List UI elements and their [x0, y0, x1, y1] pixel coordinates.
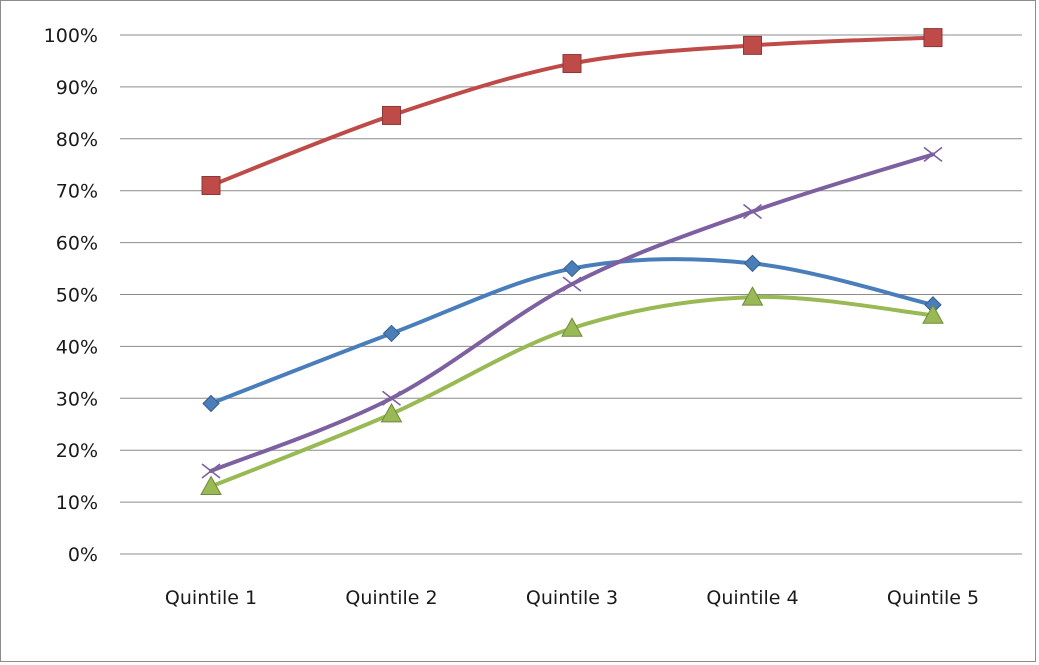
- data-point-series1-4: [743, 254, 762, 273]
- x-tick-label: Quintile 1: [165, 587, 257, 609]
- data-point-series3-1: [200, 475, 222, 496]
- data-point-series2-3: [562, 54, 582, 74]
- x-tick-label: Quintile 2: [345, 587, 437, 609]
- data-point-series4-1: [201, 463, 221, 479]
- data-point-series2-5: [923, 28, 943, 48]
- series-markers: [200, 28, 944, 496]
- y-tick-label: 90%: [56, 77, 98, 99]
- data-point-series3-3: [561, 317, 583, 337]
- data-point-series2-1: [201, 176, 221, 196]
- y-tick-label: 30%: [56, 388, 98, 410]
- y-tick-label: 80%: [56, 129, 98, 151]
- data-point-series1-3: [563, 259, 581, 278]
- y-tick-label: 0%: [68, 544, 98, 566]
- data-point-series2-4: [743, 35, 762, 55]
- y-axis-tick-labels: 0% 10% 20% 30% 40% 50% 60% 70% 80% 90% 100%: [44, 25, 98, 566]
- data-point-series2-2: [382, 105, 401, 125]
- data-point-series3-2: [380, 402, 403, 423]
- y-tick-label: 70%: [56, 181, 98, 203]
- gridlines: [120, 34, 1022, 555]
- x-tick-label: Quintile 5: [887, 587, 979, 609]
- y-tick-label: 50%: [56, 285, 98, 307]
- series-line-4: [209, 152, 935, 473]
- data-point-series3-4: [741, 286, 764, 306]
- data-point-series4-4: [743, 203, 762, 220]
- x-tick-label: Quintile 4: [706, 587, 798, 609]
- y-tick-label: 10%: [56, 492, 98, 514]
- x-axis-tick-labels: Quintile 1 Quintile 2 Quintile 3 Quintile 4…: [165, 587, 979, 609]
- data-point-series4-5: [923, 146, 943, 163]
- y-tick-label: 60%: [56, 233, 98, 255]
- data-point-series4-3: [562, 276, 582, 292]
- y-tick-label: 100%: [44, 25, 98, 47]
- data-point-series1-2: [382, 324, 401, 343]
- x-tick-label: Quintile 3: [526, 587, 618, 609]
- data-point-series3-5: [922, 304, 944, 324]
- y-tick-label: 20%: [56, 440, 98, 462]
- data-point-series1-1: [202, 394, 220, 413]
- data-point-series4-2: [382, 390, 401, 406]
- y-tick-label: 40%: [56, 336, 98, 358]
